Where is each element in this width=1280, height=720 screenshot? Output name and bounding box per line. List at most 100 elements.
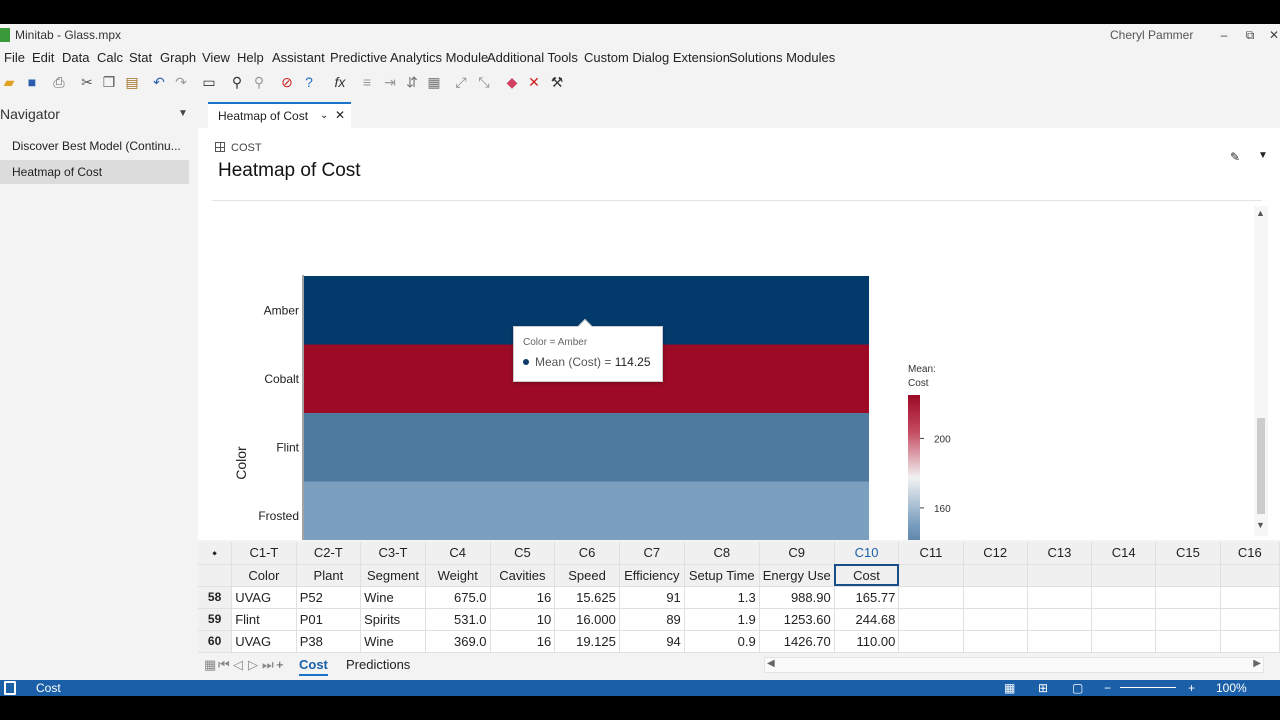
menu-view[interactable]: View bbox=[202, 50, 230, 65]
cancel-command-icon[interactable]: ⊘ bbox=[281, 74, 293, 90]
cell[interactable]: 16 bbox=[490, 630, 556, 653]
zoom-level[interactable]: 100% bbox=[1216, 681, 1247, 695]
paste-icon[interactable]: ▤ bbox=[125, 74, 139, 90]
column-id-c5[interactable]: C5 bbox=[490, 542, 556, 565]
menu-additional-tools[interactable]: Additional Tools bbox=[487, 50, 578, 65]
heatmap-cell-flint[interactable] bbox=[304, 413, 869, 482]
insert-row-icon[interactable]: ≡ bbox=[362, 74, 372, 90]
horizontal-scrollbar[interactable]: ◀ ▶ bbox=[764, 657, 1264, 673]
cell[interactable]: 369.0 bbox=[425, 630, 491, 653]
cell[interactable] bbox=[1220, 608, 1280, 631]
menu-custom-dialog[interactable]: Custom Dialog Extension bbox=[584, 50, 730, 65]
tab-cost[interactable]: Cost bbox=[299, 657, 328, 676]
column-name[interactable]: Cavities bbox=[490, 564, 556, 587]
next-sheet-icon[interactable]: ▷ bbox=[248, 657, 258, 672]
column-name[interactable]: Weight bbox=[425, 564, 491, 587]
column-name[interactable]: Speed bbox=[554, 564, 620, 587]
insert-column-icon[interactable]: ⇥ bbox=[384, 74, 396, 90]
add-sheet-icon[interactable]: + bbox=[276, 657, 284, 672]
menu-calc[interactable]: Calc bbox=[97, 50, 124, 65]
menu-graph[interactable]: Graph bbox=[160, 50, 197, 65]
prev-sheet-icon[interactable]: ◁ bbox=[233, 657, 243, 672]
cell[interactable]: 110.00 bbox=[834, 630, 900, 653]
cell[interactable] bbox=[1220, 586, 1280, 609]
column-id-c13[interactable]: C13 bbox=[1027, 542, 1093, 565]
cell[interactable]: 165.77 bbox=[834, 586, 900, 609]
column-id-c2[interactable]: C2-T bbox=[296, 542, 362, 565]
column-id-c1[interactable]: C1-T bbox=[231, 542, 297, 565]
save-icon[interactable]: ■ bbox=[27, 74, 37, 90]
cell[interactable]: Wine bbox=[360, 630, 426, 653]
cell[interactable]: P38 bbox=[296, 630, 362, 653]
row-number[interactable]: 59 bbox=[198, 608, 233, 631]
grid-view-icon[interactable]: ⊞ bbox=[1038, 681, 1049, 695]
column-name[interactable]: Plant bbox=[296, 564, 362, 587]
column-name[interactable] bbox=[1091, 564, 1157, 587]
cell[interactable]: 1.3 bbox=[684, 586, 760, 609]
open-folder-icon[interactable]: ▰ bbox=[3, 74, 15, 90]
copy-icon[interactable]: ❐ bbox=[102, 74, 116, 90]
column-name[interactable]: Energy Use bbox=[759, 564, 835, 587]
menu-help[interactable]: Help bbox=[237, 50, 264, 65]
cell[interactable]: 988.90 bbox=[759, 586, 835, 609]
delete-icon[interactable]: ✕ bbox=[528, 74, 540, 90]
cell[interactable] bbox=[1091, 608, 1157, 631]
column-id-c10[interactable]: C10 bbox=[834, 542, 900, 565]
zoom-in-icon[interactable]: + bbox=[1188, 681, 1196, 695]
cell[interactable] bbox=[1155, 630, 1221, 653]
cell[interactable] bbox=[1155, 586, 1221, 609]
cell[interactable]: 15.625 bbox=[554, 586, 620, 609]
calculator-fx-icon[interactable]: fx bbox=[334, 74, 346, 90]
menu-stat[interactable]: Stat bbox=[129, 50, 153, 65]
column-id-c15[interactable]: C15 bbox=[1155, 542, 1221, 565]
menu-file[interactable]: File bbox=[4, 50, 25, 65]
menu-assistant[interactable]: Assistant bbox=[272, 50, 325, 65]
cell[interactable]: 94 bbox=[619, 630, 685, 653]
cell[interactable]: 1253.60 bbox=[759, 608, 835, 631]
pencil-icon[interactable]: ✎ bbox=[1230, 150, 1241, 164]
menu-data[interactable]: Data bbox=[62, 50, 90, 65]
cell[interactable]: UVAG bbox=[231, 630, 297, 653]
cell[interactable] bbox=[1155, 608, 1221, 631]
cell[interactable]: P52 bbox=[296, 586, 362, 609]
column-id-c12[interactable]: C12 bbox=[963, 542, 1028, 565]
tab-heatmap-of-cost[interactable]: Heatmap of Cost ⌄ ✕ bbox=[208, 102, 351, 128]
cell[interactable]: 91 bbox=[619, 586, 685, 609]
cell[interactable]: 19.125 bbox=[554, 630, 620, 653]
column-name[interactable] bbox=[1027, 564, 1093, 587]
chevron-down-icon[interactable]: ▼ bbox=[178, 108, 188, 119]
find-icon[interactable]: ⚲ bbox=[231, 74, 243, 90]
column-name[interactable] bbox=[898, 564, 964, 587]
graph-edit-icon[interactable]: ⤡ bbox=[478, 74, 490, 90]
help-icon[interactable]: ? bbox=[305, 74, 313, 90]
cell[interactable] bbox=[1091, 630, 1157, 653]
cell[interactable]: 675.0 bbox=[425, 586, 491, 609]
column-id-c14[interactable]: C14 bbox=[1091, 542, 1157, 565]
column-name-cost-active[interactable]: Cost bbox=[834, 564, 900, 587]
user-name[interactable]: Cheryl Pammer bbox=[1110, 28, 1194, 42]
undo-icon[interactable]: ↶ bbox=[153, 74, 165, 90]
redo-icon[interactable]: ↷ bbox=[175, 74, 187, 90]
column-id-c6[interactable]: C6 bbox=[554, 542, 620, 565]
scroll-right-icon[interactable]: ▶ bbox=[1253, 658, 1261, 669]
cell[interactable]: Wine bbox=[360, 586, 426, 609]
new-window-icon[interactable]: ▭ bbox=[202, 74, 216, 90]
select-all-corner[interactable]: ⬩ bbox=[198, 542, 233, 565]
cell[interactable]: Flint bbox=[231, 608, 297, 631]
column-id-c16[interactable]: C16 bbox=[1220, 542, 1280, 565]
find-replace-icon[interactable]: ⚲ bbox=[253, 74, 265, 90]
cell[interactable]: Spirits bbox=[360, 608, 426, 631]
panel-icon[interactable] bbox=[4, 681, 16, 695]
cell[interactable]: 1.9 bbox=[684, 608, 760, 631]
cell[interactable] bbox=[963, 608, 1028, 631]
column-info-icon[interactable]: ▦ bbox=[427, 74, 441, 90]
cell[interactable]: 16 bbox=[490, 586, 556, 609]
tools-hammer-icon[interactable]: ⚒ bbox=[550, 74, 564, 90]
chevron-down-icon[interactable]: ⌄ bbox=[320, 110, 329, 121]
sheet-grid-icon[interactable]: ▦ bbox=[204, 657, 217, 672]
close-window-button[interactable]: ✕ bbox=[1268, 28, 1280, 42]
cell[interactable] bbox=[1027, 608, 1093, 631]
cell[interactable]: 10 bbox=[490, 608, 556, 631]
cell[interactable] bbox=[898, 586, 964, 609]
column-id-c3[interactable]: C3-T bbox=[360, 542, 426, 565]
